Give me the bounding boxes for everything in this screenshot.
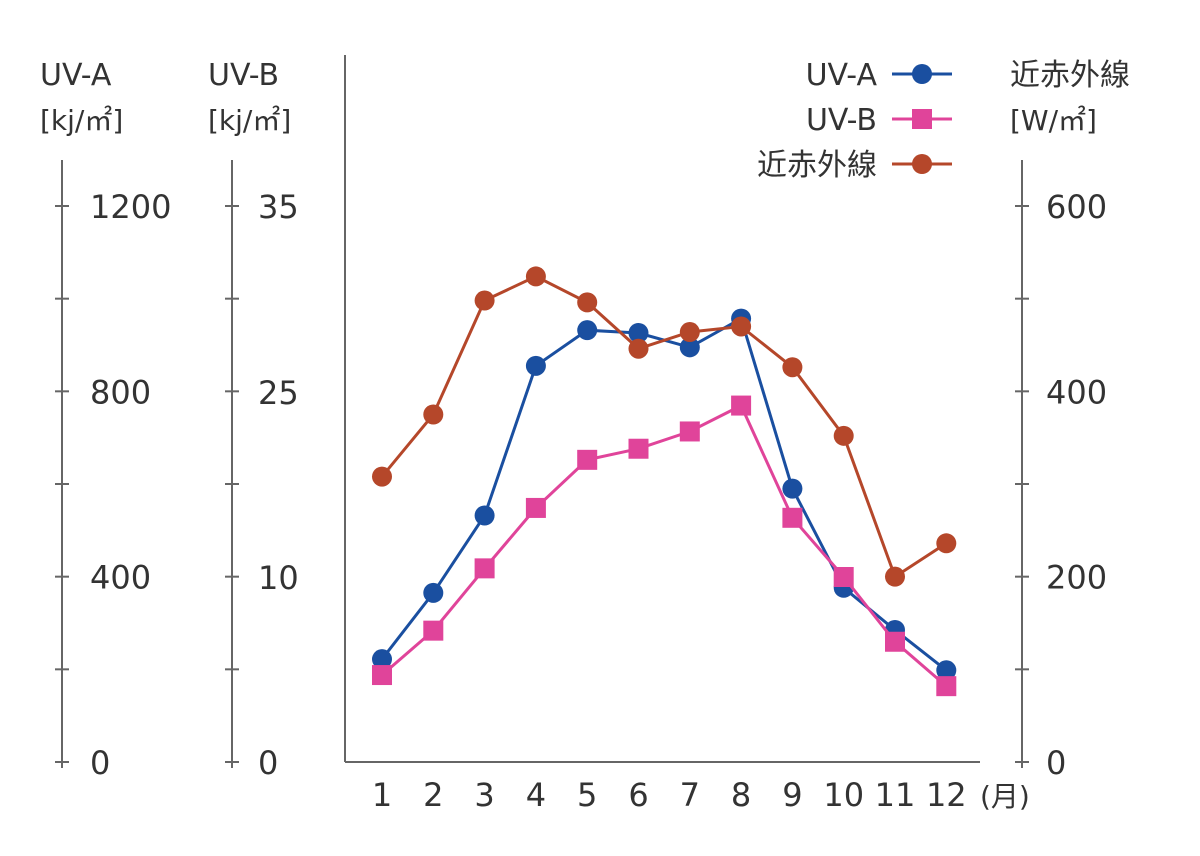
x-tick-label: 10 — [823, 776, 864, 814]
series-1-point — [782, 478, 803, 499]
series-2-point — [885, 631, 905, 652]
x-tick-label: 3 — [474, 776, 494, 814]
x-axis-unit: (月) — [980, 780, 1030, 813]
legend: UV-A UV-B 近赤外線 — [757, 58, 952, 183]
series-3-point — [372, 466, 392, 487]
series-line-3 — [380, 274, 948, 579]
series-3-point — [474, 290, 495, 311]
series-2-point — [731, 395, 752, 416]
uva-tick-label: 0 — [90, 744, 110, 782]
uvb-axis-title: UV-B — [208, 58, 279, 93]
nir-tick-label: 0 — [1046, 744, 1066, 782]
legend-label: 近赤外線 — [757, 148, 877, 183]
series-2-point — [782, 507, 803, 528]
uvb-tick-label: 0 — [258, 744, 278, 782]
x-tick-label: 4 — [526, 776, 546, 814]
series-group — [372, 266, 957, 697]
nir-axis-title: 近赤外線 — [1010, 58, 1130, 93]
legend-swatch-marker — [912, 109, 932, 129]
series-3-point — [936, 533, 957, 554]
x-tick-label: 5 — [577, 776, 597, 814]
series-3-point — [731, 316, 752, 337]
nir-tick-label: 200 — [1046, 559, 1107, 597]
series-1-point — [474, 505, 495, 526]
series-2-point — [525, 497, 546, 518]
uvb-tick-label: 25 — [258, 374, 299, 412]
series-2-point — [936, 676, 957, 697]
uva-tick-label: 400 — [90, 559, 151, 597]
series-3-point — [577, 292, 598, 313]
nir-tick-label: 600 — [1046, 188, 1107, 226]
x-tick-label: 2 — [423, 776, 443, 814]
series-3-point — [525, 266, 546, 287]
series-3-point — [885, 566, 905, 587]
series-2-point — [474, 558, 495, 579]
x-tick-label: 7 — [680, 776, 700, 814]
series-3-point — [782, 357, 803, 378]
series-3-point — [833, 425, 854, 446]
series-line-2 — [381, 403, 948, 688]
nir-axis-unit: [W/㎡] — [1010, 104, 1097, 137]
series-1-point — [577, 320, 598, 341]
series-2-point — [628, 438, 649, 459]
series-1-point — [628, 322, 649, 343]
series-3-point — [628, 338, 649, 359]
legend-swatch-marker — [912, 64, 932, 84]
x-tick-label: 12 — [926, 776, 967, 814]
x-tick-label: 9 — [782, 776, 802, 814]
series-2-point — [372, 665, 392, 686]
x-tick-label: 1 — [372, 776, 392, 814]
series-1-point — [936, 660, 957, 681]
uva-tick-label: 1200 — [90, 188, 171, 226]
series-2-point — [423, 620, 444, 641]
uvb-tick-label: 35 — [258, 188, 299, 226]
x-tick-label: 8 — [731, 776, 751, 814]
uva-axis-unit: [kj/㎡] — [40, 104, 123, 137]
legend-label: UV-B — [806, 103, 877, 138]
series-2-point — [577, 449, 598, 470]
series-1-point — [525, 355, 546, 376]
series-1-point — [679, 337, 700, 358]
series-2-point — [833, 567, 854, 587]
legend-swatch-marker — [912, 154, 932, 174]
series-3-point — [423, 404, 444, 425]
uvb-axis-unit: [kj/㎡] — [208, 104, 291, 137]
series-1-point — [423, 582, 444, 603]
x-tick-label: 6 — [628, 776, 648, 814]
uvb-tick-label: 10 — [258, 559, 299, 597]
nir-tick-label: 400 — [1046, 373, 1107, 411]
series-line-1 — [380, 316, 948, 672]
x-tick-label: 11 — [875, 776, 916, 814]
series-2-point — [679, 421, 700, 442]
series-3-point — [679, 322, 700, 343]
uva-tick-label: 800 — [90, 373, 151, 411]
series-1-point — [372, 649, 392, 670]
uva-axis-title: UV-A — [40, 58, 112, 93]
axes-group: UV-A[kj/㎡]04008001200UV-B[kj/㎡]0102535近赤… — [40, 55, 1130, 814]
legend-label: UV-A — [806, 58, 878, 93]
